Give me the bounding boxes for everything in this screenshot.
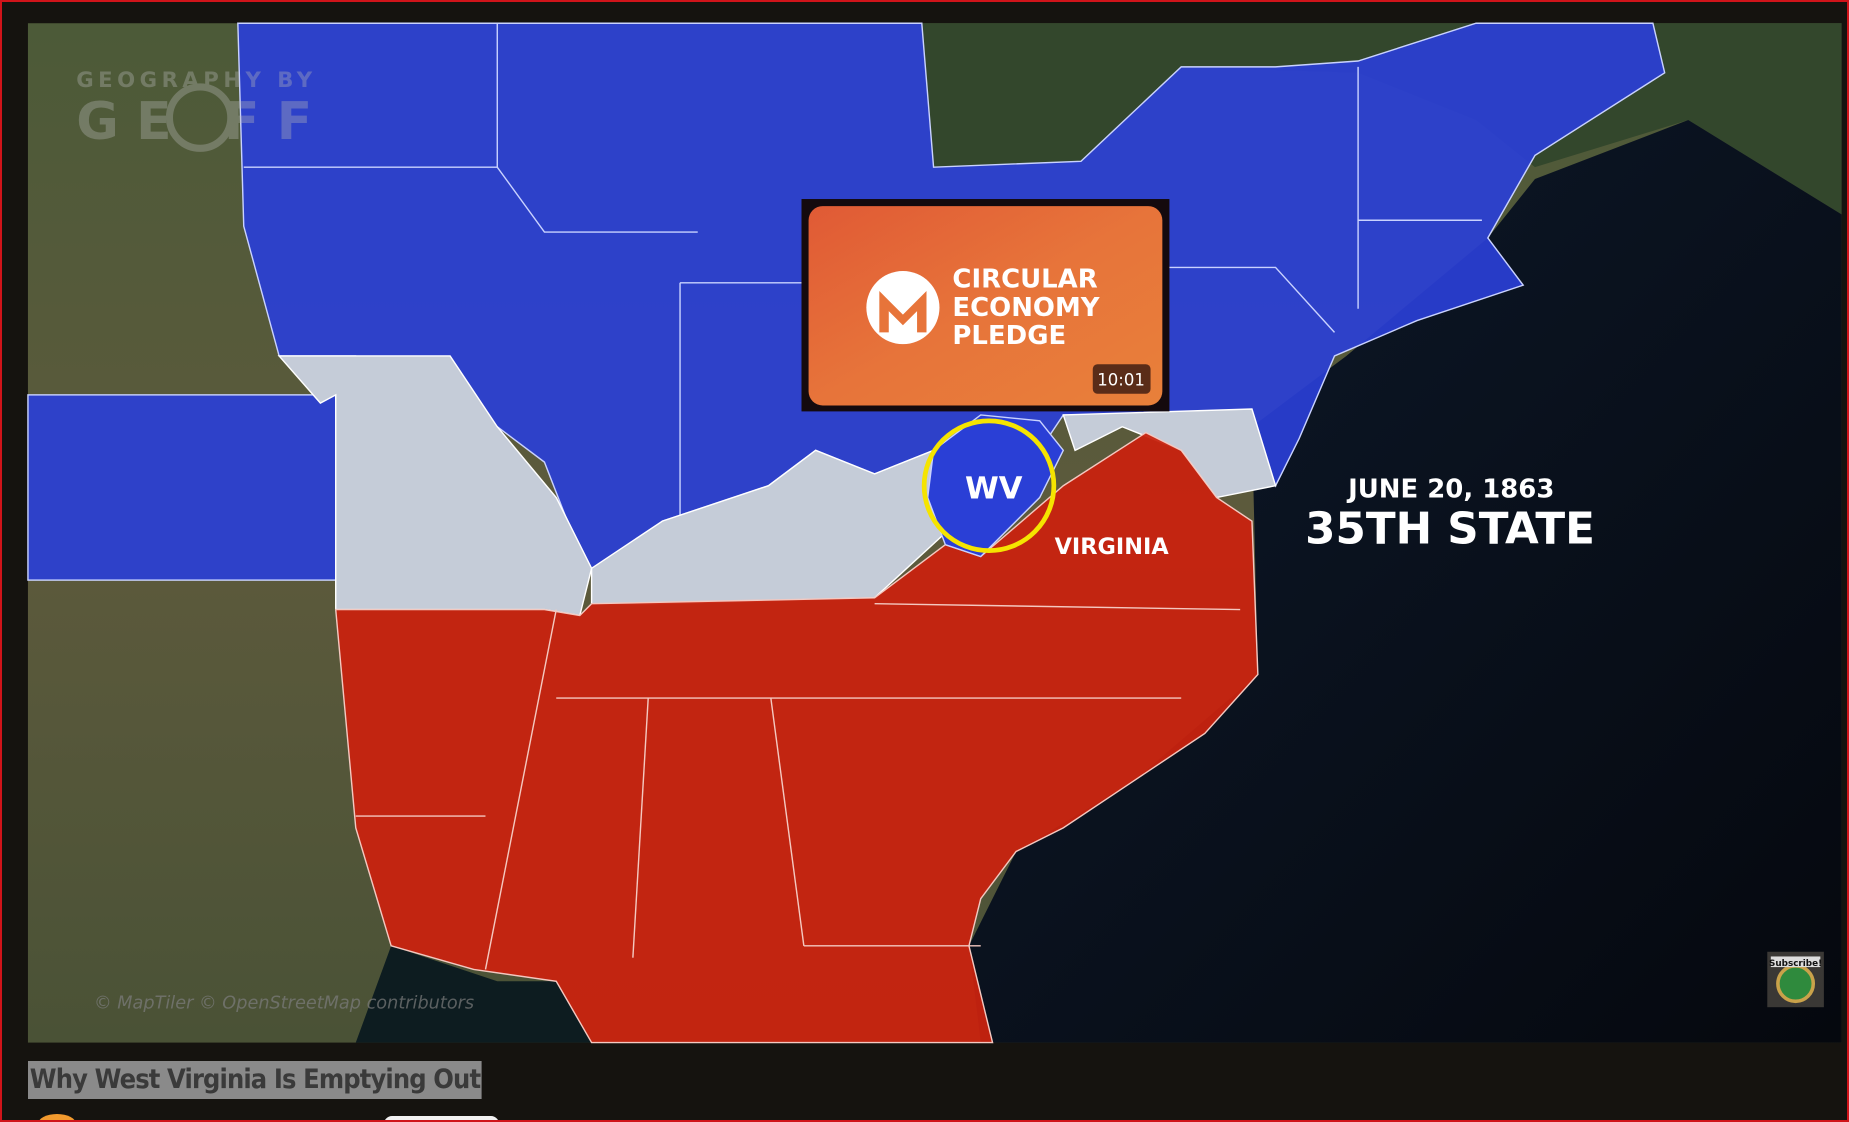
atlantic-ocean	[968, 119, 1842, 1043]
west-virginia	[926, 414, 1065, 558]
globe-icon	[1776, 964, 1816, 1004]
card-line-1: CIRCULAR	[952, 265, 1097, 295]
gulf-of-mexico	[355, 945, 592, 1043]
highlight-circle	[921, 418, 1057, 553]
card-line-3: PLEDGE	[952, 321, 1066, 351]
headline-label: 35TH STATE	[1305, 504, 1595, 555]
virginia-label: VIRGINIA	[1055, 534, 1170, 560]
channel-watermark: GEOGRAPHY BY GE FF	[76, 68, 312, 152]
svg-text:GE FF: GE FF	[76, 92, 312, 152]
end-card-video[interactable]: CIRCULAR ECONOMY PLEDGE 10:01	[801, 199, 1170, 412]
subscribe-label: Subscribe!	[1769, 959, 1822, 969]
monero-icon	[866, 270, 940, 345]
card-line-2: ECONOMY	[952, 293, 1100, 323]
wv-label: WV	[965, 472, 1023, 507]
date-label: JUNE 20, 1863	[1346, 475, 1554, 505]
video-title[interactable]: Why West Virginia Is Emptying Out	[28, 1061, 482, 1099]
card-duration: 10:01	[1097, 370, 1145, 389]
channel-avatar[interactable]	[38, 1114, 76, 1120]
map-attribution: © MapTiler © OpenStreetMap contributors	[94, 993, 474, 1013]
subscribe-pill-button[interactable]	[384, 1116, 499, 1120]
confederate-states	[334, 431, 1259, 1044]
subscribe-button[interactable]: Subscribe!	[1767, 951, 1824, 1008]
globe-icon	[165, 83, 235, 152]
